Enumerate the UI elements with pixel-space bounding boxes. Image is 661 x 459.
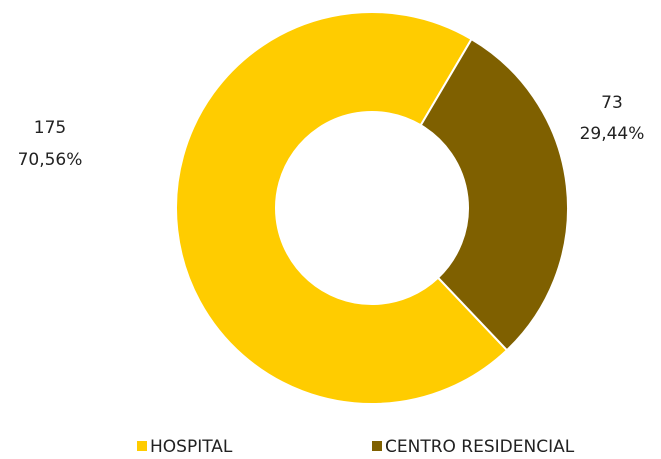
legend-label: CENTRO RESIDENCIAL xyxy=(385,437,575,457)
value-label: 175 xyxy=(34,118,66,138)
percentage-label: 29,44% xyxy=(580,124,645,144)
donut-slice xyxy=(175,11,509,405)
legend-label: HOSPITAL xyxy=(150,437,233,457)
legend-swatch xyxy=(137,441,147,451)
donut-slice xyxy=(419,37,569,352)
percentage-label: 70,56% xyxy=(18,150,83,170)
value-label: 73 xyxy=(601,93,623,113)
legend-swatch xyxy=(372,441,382,451)
